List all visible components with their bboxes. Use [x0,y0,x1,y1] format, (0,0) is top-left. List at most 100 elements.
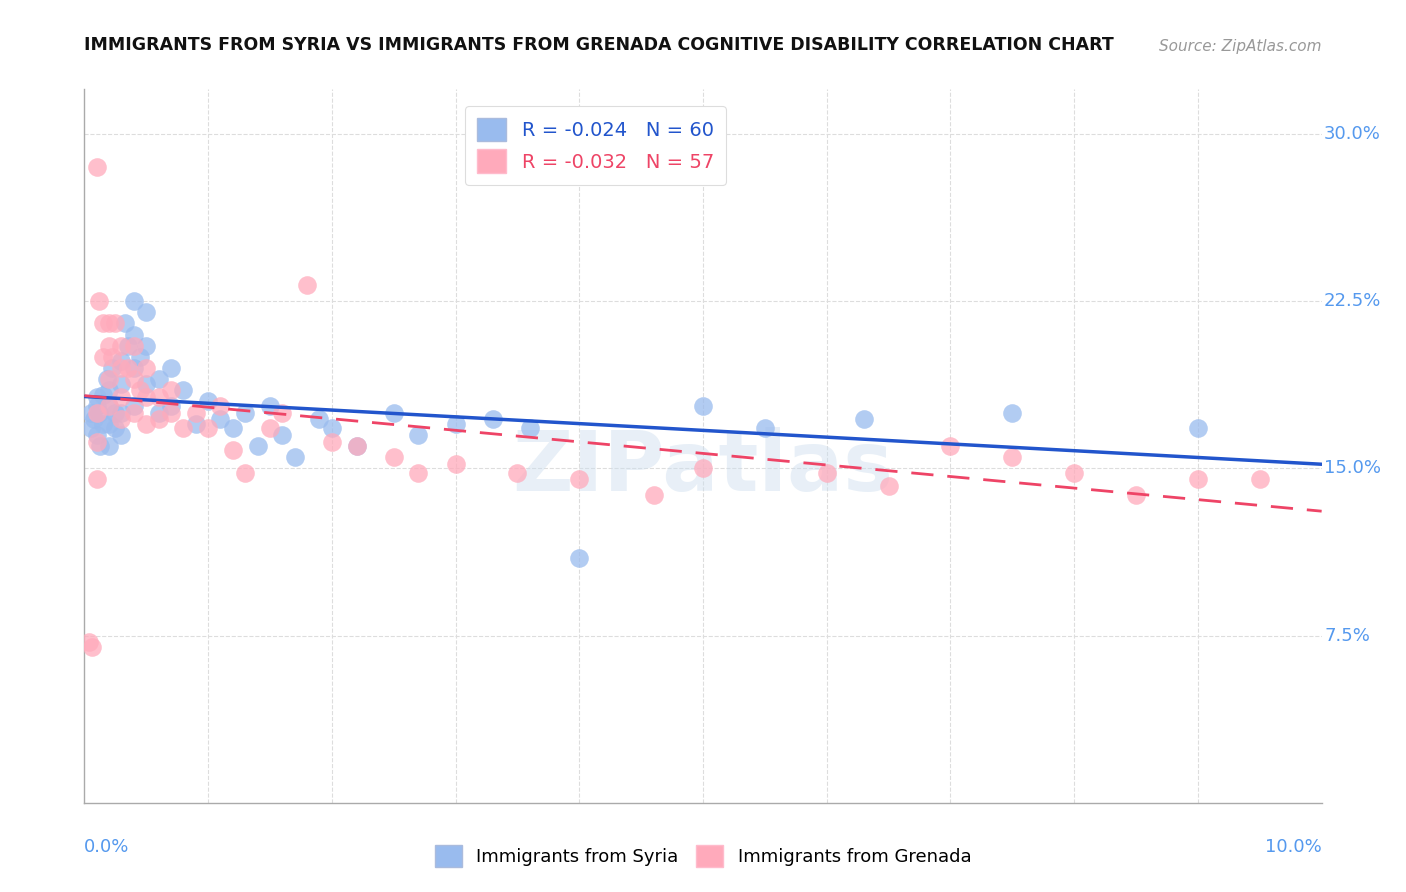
Point [89,405,111,419]
Point [110,412,132,426]
Point [246,439,269,453]
Point [100,350,122,364]
Point [481,412,503,426]
Point [100,360,122,375]
Point [98,439,121,453]
Point [91,316,114,330]
Point [692,399,714,413]
Point [160,399,183,413]
Point [110,338,132,352]
Text: ZIPatlas: ZIPatlas [513,427,893,508]
Legend: R = -0.024   N = 60, R = -0.032   N = 57: R = -0.024 N = 60, R = -0.032 N = 57 [465,106,725,185]
Point [148,372,170,386]
Point [295,278,318,293]
Point [506,466,529,480]
Text: 22.5%: 22.5% [1324,292,1382,310]
Point [184,405,207,419]
Point [110,405,132,419]
Point [110,427,132,442]
Point [519,421,541,435]
Text: 10.0%: 10.0% [1265,838,1322,856]
Point [346,439,368,453]
Point [321,421,343,435]
Point [117,360,139,375]
Point [98,338,121,352]
Point [91,387,114,401]
Point [79,405,101,419]
Point [135,360,157,375]
Point [96,372,118,386]
Point [98,384,121,398]
Point [160,384,183,398]
Point [86,161,108,175]
Point [408,427,430,442]
Point [877,479,900,493]
Point [444,417,467,431]
Legend: Immigrants from Syria, Immigrants from Grenada: Immigrants from Syria, Immigrants from G… [427,838,979,874]
Point [852,412,875,426]
Point [86,473,108,487]
Point [259,399,281,413]
Point [117,338,139,352]
Point [86,399,108,413]
Point [643,488,665,502]
Point [122,405,145,419]
Point [98,417,121,431]
Point [122,399,145,413]
Point [129,350,152,364]
Point [122,360,145,375]
Point [91,417,114,431]
Point [408,466,430,480]
Point [754,421,776,435]
Point [815,466,838,480]
Point [104,316,127,330]
Text: 15.0%: 15.0% [1324,459,1381,477]
Point [122,293,145,308]
Point [197,421,219,435]
Point [148,412,170,426]
Point [1001,405,1024,419]
Point [122,327,145,342]
Point [89,439,111,453]
Point [86,405,108,419]
Point [148,405,170,419]
Text: IMMIGRANTS FROM SYRIA VS IMMIGRANTS FROM GRENADA COGNITIVE DISABILITY CORRELATIO: IMMIGRANTS FROM SYRIA VS IMMIGRANTS FROM… [84,36,1114,54]
Point [160,360,183,375]
Point [79,421,101,435]
Point [271,405,294,419]
Point [89,293,111,308]
Point [382,450,405,464]
Point [135,305,157,319]
Point [98,399,121,413]
Point [122,372,145,386]
Point [160,405,183,419]
Point [209,412,232,426]
Point [114,316,136,330]
Point [104,405,127,419]
Point [110,354,132,368]
Point [692,461,714,475]
Point [135,338,157,352]
Point [129,384,152,398]
Point [110,390,132,404]
Point [86,427,108,442]
Text: 7.5%: 7.5% [1324,626,1369,645]
Point [172,421,194,435]
Point [197,394,219,409]
Point [135,390,157,404]
Point [382,405,405,419]
Text: 0.0%: 0.0% [84,838,129,856]
Point [110,376,132,391]
Text: Source: ZipAtlas.com: Source: ZipAtlas.com [1159,38,1322,54]
Point [284,450,307,464]
Point [271,427,294,442]
Point [444,457,467,471]
Point [568,550,591,565]
Point [233,466,256,480]
Point [86,434,108,449]
Point [172,384,194,398]
Point [104,421,127,435]
Point [321,434,343,449]
Point [1187,421,1209,435]
Point [135,417,157,431]
